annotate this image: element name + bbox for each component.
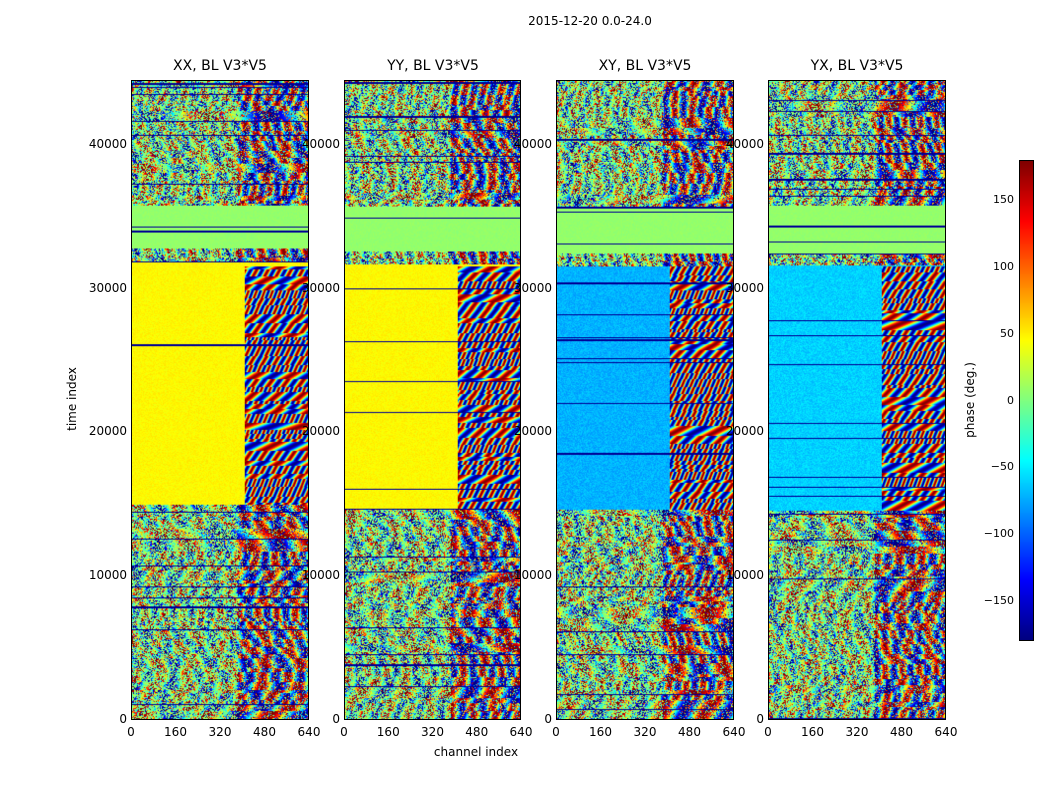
x-tick-label: 0 — [340, 725, 348, 739]
x-tick-label: 640 — [722, 725, 746, 739]
colorbar-tick-label: −50 — [990, 460, 1014, 474]
panel-title-yx: YX, BL V3*V5 — [810, 58, 904, 74]
colorbar — [1019, 160, 1034, 641]
colorbar-label: phase (deg.) — [963, 362, 977, 438]
y-tick-label: 40000 — [301, 136, 340, 151]
y-tick-label: 10000 — [725, 568, 764, 583]
y-tick-label: 30000 — [88, 280, 127, 295]
y-tick-label: 30000 — [725, 280, 764, 295]
y-tick-label: 40000 — [725, 136, 764, 151]
colorbar-gradient — [1020, 161, 1033, 640]
y-tick-label: 40000 — [88, 136, 127, 151]
x-tick-label: 320 — [421, 725, 444, 739]
x-tick-label: 160 — [376, 725, 400, 739]
heatmap-canvas-yx — [769, 81, 945, 719]
heatmap-panel-yy — [344, 80, 521, 720]
colorbar-tick-label: 150 — [993, 193, 1014, 207]
colorbar-tick-label: 100 — [993, 259, 1014, 273]
y-tick-label: 30000 — [513, 280, 552, 295]
x-tick-label: 320 — [633, 725, 657, 739]
panel-title-xy: XY, BL V3*V5 — [598, 58, 692, 74]
y-tick-label: 40000 — [513, 136, 552, 151]
heatmap-panel-xx — [131, 80, 309, 720]
heatmap-canvas-yy — [345, 81, 520, 719]
x-tick-label: 320 — [845, 725, 869, 739]
x-tick-label: 160 — [164, 725, 187, 739]
y-tick-label: 20000 — [513, 424, 552, 439]
panel-title-xx: XX, BL V3*V5 — [173, 58, 267, 74]
x-tick-label: 0 — [552, 725, 560, 739]
x-tick-label: 0 — [764, 725, 772, 739]
x-tick-label: 160 — [801, 725, 824, 739]
y-tick-label: 0 — [756, 712, 764, 726]
colorbar-tick-label: 50 — [1000, 326, 1014, 340]
heatmap-canvas-xx — [132, 81, 308, 719]
x-tick-label: 640 — [509, 725, 533, 739]
colorbar-tick-label: 0 — [1007, 393, 1014, 407]
x-tick-label: 320 — [208, 725, 232, 739]
x-tick-label: 480 — [678, 725, 701, 739]
x-tick-label: 0 — [127, 725, 135, 739]
y-tick-label: 0 — [544, 712, 552, 726]
panel-title-yy: YY, BL V3*V5 — [387, 58, 479, 74]
y-axis-label: time index — [65, 367, 79, 431]
y-tick-label: 0 — [332, 712, 340, 726]
x-tick-label: 640 — [297, 725, 321, 739]
y-tick-label: 20000 — [301, 424, 340, 439]
heatmap-panel-xy — [556, 80, 734, 720]
x-axis-label: channel index — [433, 745, 519, 759]
y-tick-label: 30000 — [301, 280, 340, 295]
colorbar-tick-label: −150 — [983, 593, 1014, 607]
y-tick-label: 10000 — [301, 568, 340, 583]
heatmap-canvas-xy — [557, 81, 733, 719]
x-tick-label: 160 — [589, 725, 612, 739]
y-tick-label: 10000 — [88, 568, 127, 583]
x-tick-label: 640 — [934, 725, 958, 739]
y-tick-label: 0 — [119, 712, 127, 726]
x-tick-label: 480 — [253, 725, 276, 739]
heatmap-panel-yx — [768, 80, 946, 720]
figure-suptitle: 2015-12-20 0.0-24.0 — [528, 14, 652, 28]
colorbar-tick-label: −100 — [983, 527, 1014, 541]
y-tick-label: 20000 — [725, 424, 764, 439]
x-tick-label: 480 — [890, 725, 913, 739]
y-tick-label: 20000 — [88, 424, 127, 439]
x-tick-label: 480 — [465, 725, 489, 739]
y-tick-label: 10000 — [513, 568, 552, 583]
